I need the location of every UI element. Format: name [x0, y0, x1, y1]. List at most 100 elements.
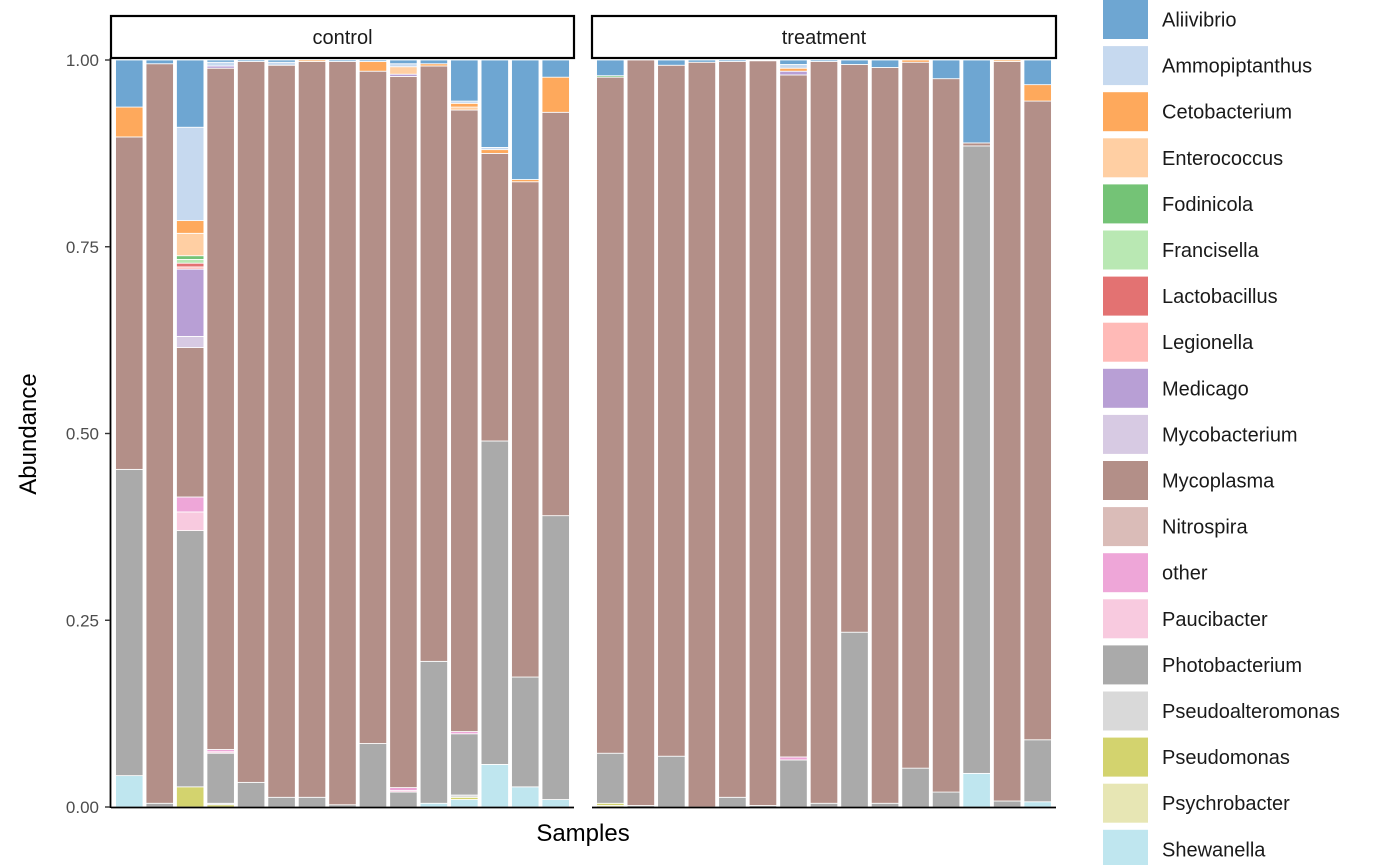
legend-item: Pseudoalteromonas	[1103, 691, 1340, 731]
bar-segment-aliivibrio	[328, 59, 357, 62]
bar-segment-photobacterium	[237, 781, 266, 808]
bar-segment-aliivibrio	[511, 59, 540, 180]
bar-segment-shewanella	[1023, 801, 1052, 808]
bar-segment-photobacterium	[389, 791, 418, 808]
legend-swatch	[1103, 138, 1148, 178]
bar-segment-aliivibrio	[541, 59, 570, 78]
sample-bar	[718, 59, 747, 808]
bar-segment-shewanella	[541, 799, 570, 808]
bar-segment-medicago	[779, 70, 808, 76]
bar-segment-cetobacterium	[480, 149, 509, 154]
legend-item: Psychrobacter	[1103, 783, 1290, 823]
bar-segment-photobacterium	[596, 752, 625, 804]
sample-bar	[809, 59, 839, 808]
bar-segment-photobacterium	[480, 440, 509, 765]
bar-segment-shewanella	[962, 772, 991, 808]
legend-item: Ammopiptanthus	[1103, 46, 1312, 86]
bar-segment-aliivibrio	[962, 59, 991, 144]
sample-bar	[596, 59, 625, 808]
bar-segment-aliivibrio	[358, 59, 388, 62]
sample-bar	[176, 59, 205, 808]
bar-segment-mycoplasma	[809, 61, 839, 804]
bar-segment-aliivibrio	[480, 59, 509, 148]
legend-swatch	[1103, 46, 1148, 86]
legend-label: Paucibacter	[1162, 609, 1268, 631]
bar-segment-mycoplasma	[389, 76, 418, 788]
bar-segment-mycoplasma	[328, 61, 357, 806]
bar-segment-photobacterium	[962, 145, 991, 774]
bar-segment-aliivibrio	[687, 59, 717, 63]
legend-swatch	[1103, 184, 1148, 224]
legend-label: Cetobacterium	[1162, 102, 1292, 124]
bar-segment-mycobacterium	[176, 335, 205, 348]
bar-segment-other	[176, 496, 205, 513]
bar-segment-photobacterium	[718, 796, 747, 808]
legend-swatch	[1103, 737, 1148, 777]
bar-segment-photobacterium	[901, 767, 930, 808]
sample-bar	[358, 59, 388, 808]
sample-bar	[145, 59, 174, 808]
bar-segment-mycoplasma	[176, 347, 205, 498]
bar-segment-photobacterium	[931, 791, 961, 808]
bar-segment-cetobacterium	[901, 59, 930, 63]
bar-segment-photobacterium	[840, 631, 869, 808]
facet-label: control	[312, 27, 372, 49]
facet-label: treatment	[782, 27, 867, 49]
sample-bar	[541, 59, 570, 808]
y-tick-label: 0.25	[66, 611, 99, 630]
bar-segment-photobacterium	[206, 752, 235, 804]
bar-segment-shewanella	[419, 802, 448, 808]
legend-label: Pseudoalteromonas	[1162, 701, 1340, 723]
legend-item: Aliivibrio	[1103, 0, 1236, 39]
legend-label: Psychrobacter	[1162, 793, 1290, 815]
bar-segment-photobacterium	[115, 468, 144, 777]
bar-segment-aliivibrio	[931, 59, 961, 80]
legend-swatch	[1103, 0, 1148, 39]
bar-segment-mycoplasma	[901, 61, 930, 769]
legend-label: Mycobacterium	[1162, 424, 1298, 446]
bar-segment-aliivibrio	[596, 59, 625, 77]
bar-segment-mycoplasma	[657, 64, 686, 757]
bar-segment-shewanella	[480, 764, 509, 808]
legend-label: Enterococcus	[1162, 148, 1283, 170]
bar-segment-aliivibrio	[1023, 59, 1052, 86]
bar-segment-mycoplasma	[1023, 100, 1052, 741]
sample-bar	[901, 59, 930, 808]
legend-item: Lactobacillus	[1103, 276, 1278, 316]
bar-segment-mycoplasma	[962, 142, 991, 147]
bar-segment-cetobacterium	[115, 106, 144, 138]
legend-item: Shewanella	[1103, 829, 1266, 865]
bar-segment-mycoplasma	[358, 70, 388, 744]
bar-segment-cetobacterium	[297, 59, 327, 62]
legend-label: other	[1162, 563, 1208, 585]
bar-segment-fodinicola	[176, 255, 205, 260]
bar-segment-cetobacterium	[450, 102, 479, 108]
bar-segment-cetobacterium	[358, 61, 388, 72]
legend-item: Francisella	[1103, 230, 1260, 270]
sample-bar	[267, 59, 296, 808]
legend-label: Pseudomonas	[1162, 747, 1290, 769]
bar-segment-mycoplasma	[145, 63, 174, 804]
bar-segment-photobacterium	[267, 796, 296, 808]
legend-item: Mycoplasma	[1103, 461, 1275, 500]
bar-segment-aliivibrio	[389, 59, 418, 65]
legend-swatch	[1103, 230, 1148, 270]
sample-bar	[931, 59, 961, 808]
sample-bar	[626, 59, 655, 808]
bar-segment-enterococcus	[389, 66, 418, 75]
legend-swatch	[1103, 414, 1148, 454]
bar-segment-photobacterium	[511, 676, 540, 788]
legend-item: Enterococcus	[1103, 138, 1283, 178]
legend-label: Nitrospira	[1162, 517, 1248, 539]
sample-bar	[480, 59, 509, 808]
sample-bar	[1023, 59, 1052, 808]
sample-bar	[748, 59, 778, 808]
legend-swatch	[1103, 691, 1148, 731]
legend-item: other	[1103, 553, 1208, 593]
legend-swatch	[1103, 461, 1148, 500]
legend-label: Legionella	[1162, 332, 1254, 354]
bar-segment-cetobacterium	[1023, 84, 1052, 102]
sample-bar	[328, 59, 357, 808]
x-axis-title: Samples	[536, 820, 629, 847]
